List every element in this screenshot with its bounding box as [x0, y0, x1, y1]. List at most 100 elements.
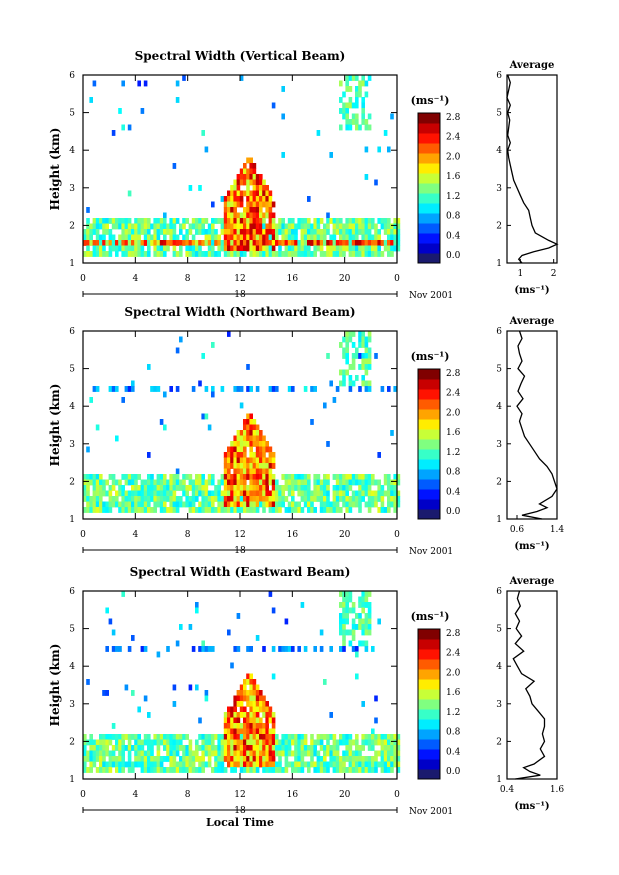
heatmap-cell: [252, 756, 257, 762]
heatmap-cell: [124, 474, 129, 480]
heatmap-cell: [140, 251, 145, 257]
heatmap-cell: [342, 602, 346, 608]
heatmap-cell: [153, 761, 157, 768]
heatmap-cell: [307, 507, 311, 513]
heatmap-cell: [271, 490, 276, 497]
colorbar-swatch: [418, 123, 440, 134]
heatmap-cell: [195, 767, 199, 773]
heatmap-cell: [236, 234, 241, 241]
heatmap-cell: [169, 756, 173, 762]
heatmap-cell: [249, 767, 253, 773]
heatmap-cell: [147, 240, 151, 246]
heatmap-cell: [255, 245, 260, 252]
heatmap-cell: [364, 364, 369, 370]
heatmap-cell: [335, 218, 340, 224]
heatmap-cell: [348, 375, 353, 381]
heatmap-cell: [83, 767, 87, 773]
heatmap-cell: [339, 369, 343, 376]
heatmap-cell: [259, 750, 263, 757]
heatmap-cell: [147, 485, 151, 491]
colorbar-tick-label: 0.8: [446, 212, 461, 222]
profile-x-tick-label: 0.4: [500, 785, 515, 795]
heatmap-cell: [339, 591, 343, 597]
colorbar-swatch: [418, 729, 440, 740]
heatmap-cell: [147, 767, 151, 773]
heatmap-cell: [310, 739, 314, 746]
heatmap-cell: [377, 234, 381, 241]
heatmap-cell: [294, 479, 298, 486]
heatmap-cell: [367, 734, 372, 740]
heatmap-cell: [255, 745, 260, 751]
heatmap-cell: [300, 218, 305, 224]
heatmap-cell: [265, 756, 269, 762]
heatmap-cell: [313, 761, 317, 768]
heatmap-cell: [348, 767, 353, 773]
heatmap-cell: [335, 496, 340, 502]
heatmap-cell: [364, 119, 369, 125]
heatmap-cell: [121, 251, 125, 257]
colorbar-swatch: [418, 243, 440, 254]
heatmap-cell: [195, 507, 199, 513]
heatmap-cell: [265, 190, 269, 197]
colorbar-tick-label: 2.4: [446, 133, 461, 143]
heatmap-cell: [374, 240, 378, 246]
y-tick-label: 1: [69, 259, 75, 269]
heatmap-cell: [259, 196, 263, 202]
heatmap-cell: [246, 728, 250, 735]
heatmap-cell: [294, 474, 298, 480]
heatmap-cell: [255, 190, 260, 197]
heatmap-cell: [246, 179, 250, 186]
heatmap-cell: [380, 223, 385, 230]
colorbar-swatch: [418, 449, 440, 460]
heatmap-cell: [345, 756, 349, 762]
heatmap-cell: [255, 424, 260, 431]
heatmap-cell: [364, 602, 369, 608]
heatmap-cell: [342, 767, 346, 773]
heatmap-cell: [243, 430, 247, 436]
heatmap-cell: [281, 501, 285, 508]
heatmap-cell: [271, 712, 276, 718]
heatmap-cell: [262, 201, 266, 208]
heatmap-cell: [323, 501, 327, 508]
heatmap-cell: [351, 635, 356, 641]
heatmap-cell: [92, 501, 97, 508]
colorbar-swatch: [418, 709, 440, 720]
heatmap-cell: [243, 717, 247, 724]
heatmap-cell: [227, 485, 231, 491]
heatmap-cell: [259, 474, 263, 480]
heatmap-cell: [191, 234, 196, 241]
heatmap-cell: [169, 734, 173, 740]
heatmap-cell: [262, 185, 266, 191]
y-tick-label: 3: [69, 700, 75, 710]
heatmap-cell: [252, 430, 257, 436]
heatmap-cell: [252, 490, 257, 497]
heatmap-cell: [355, 353, 359, 359]
heatmap-cell: [95, 218, 100, 224]
heatmap-cell: [313, 218, 317, 224]
heatmap-cell: [252, 474, 257, 480]
heatmap-cell: [342, 635, 346, 641]
colorbar-swatch: [418, 659, 440, 670]
heatmap-cell: [115, 501, 119, 508]
heatmap-cell: [95, 240, 100, 246]
heatmap-cell: [236, 734, 241, 740]
heatmap-cell: [246, 756, 250, 762]
heatmap-cell: [351, 618, 356, 625]
heatmap-cell: [265, 463, 269, 469]
heatmap-cell: [252, 739, 257, 746]
heatmap-cell: [198, 501, 202, 508]
heatmap-cell: [249, 474, 253, 480]
heatmap-cell: [198, 646, 202, 652]
heatmap-cell: [105, 479, 109, 486]
colorbar-tick-label: 2.4: [446, 389, 461, 399]
heatmap-cell: [198, 474, 202, 480]
heatmap-cell: [380, 501, 385, 508]
profile-title: Average: [509, 576, 555, 587]
heatmap-cell: [326, 223, 330, 230]
heatmap-cell: [118, 767, 122, 773]
heatmap-cell: [345, 336, 349, 343]
heatmap-cell: [220, 507, 225, 513]
heatmap-cell: [172, 684, 177, 691]
heatmap-cell: [214, 750, 218, 757]
heatmap-cell: [211, 391, 215, 398]
